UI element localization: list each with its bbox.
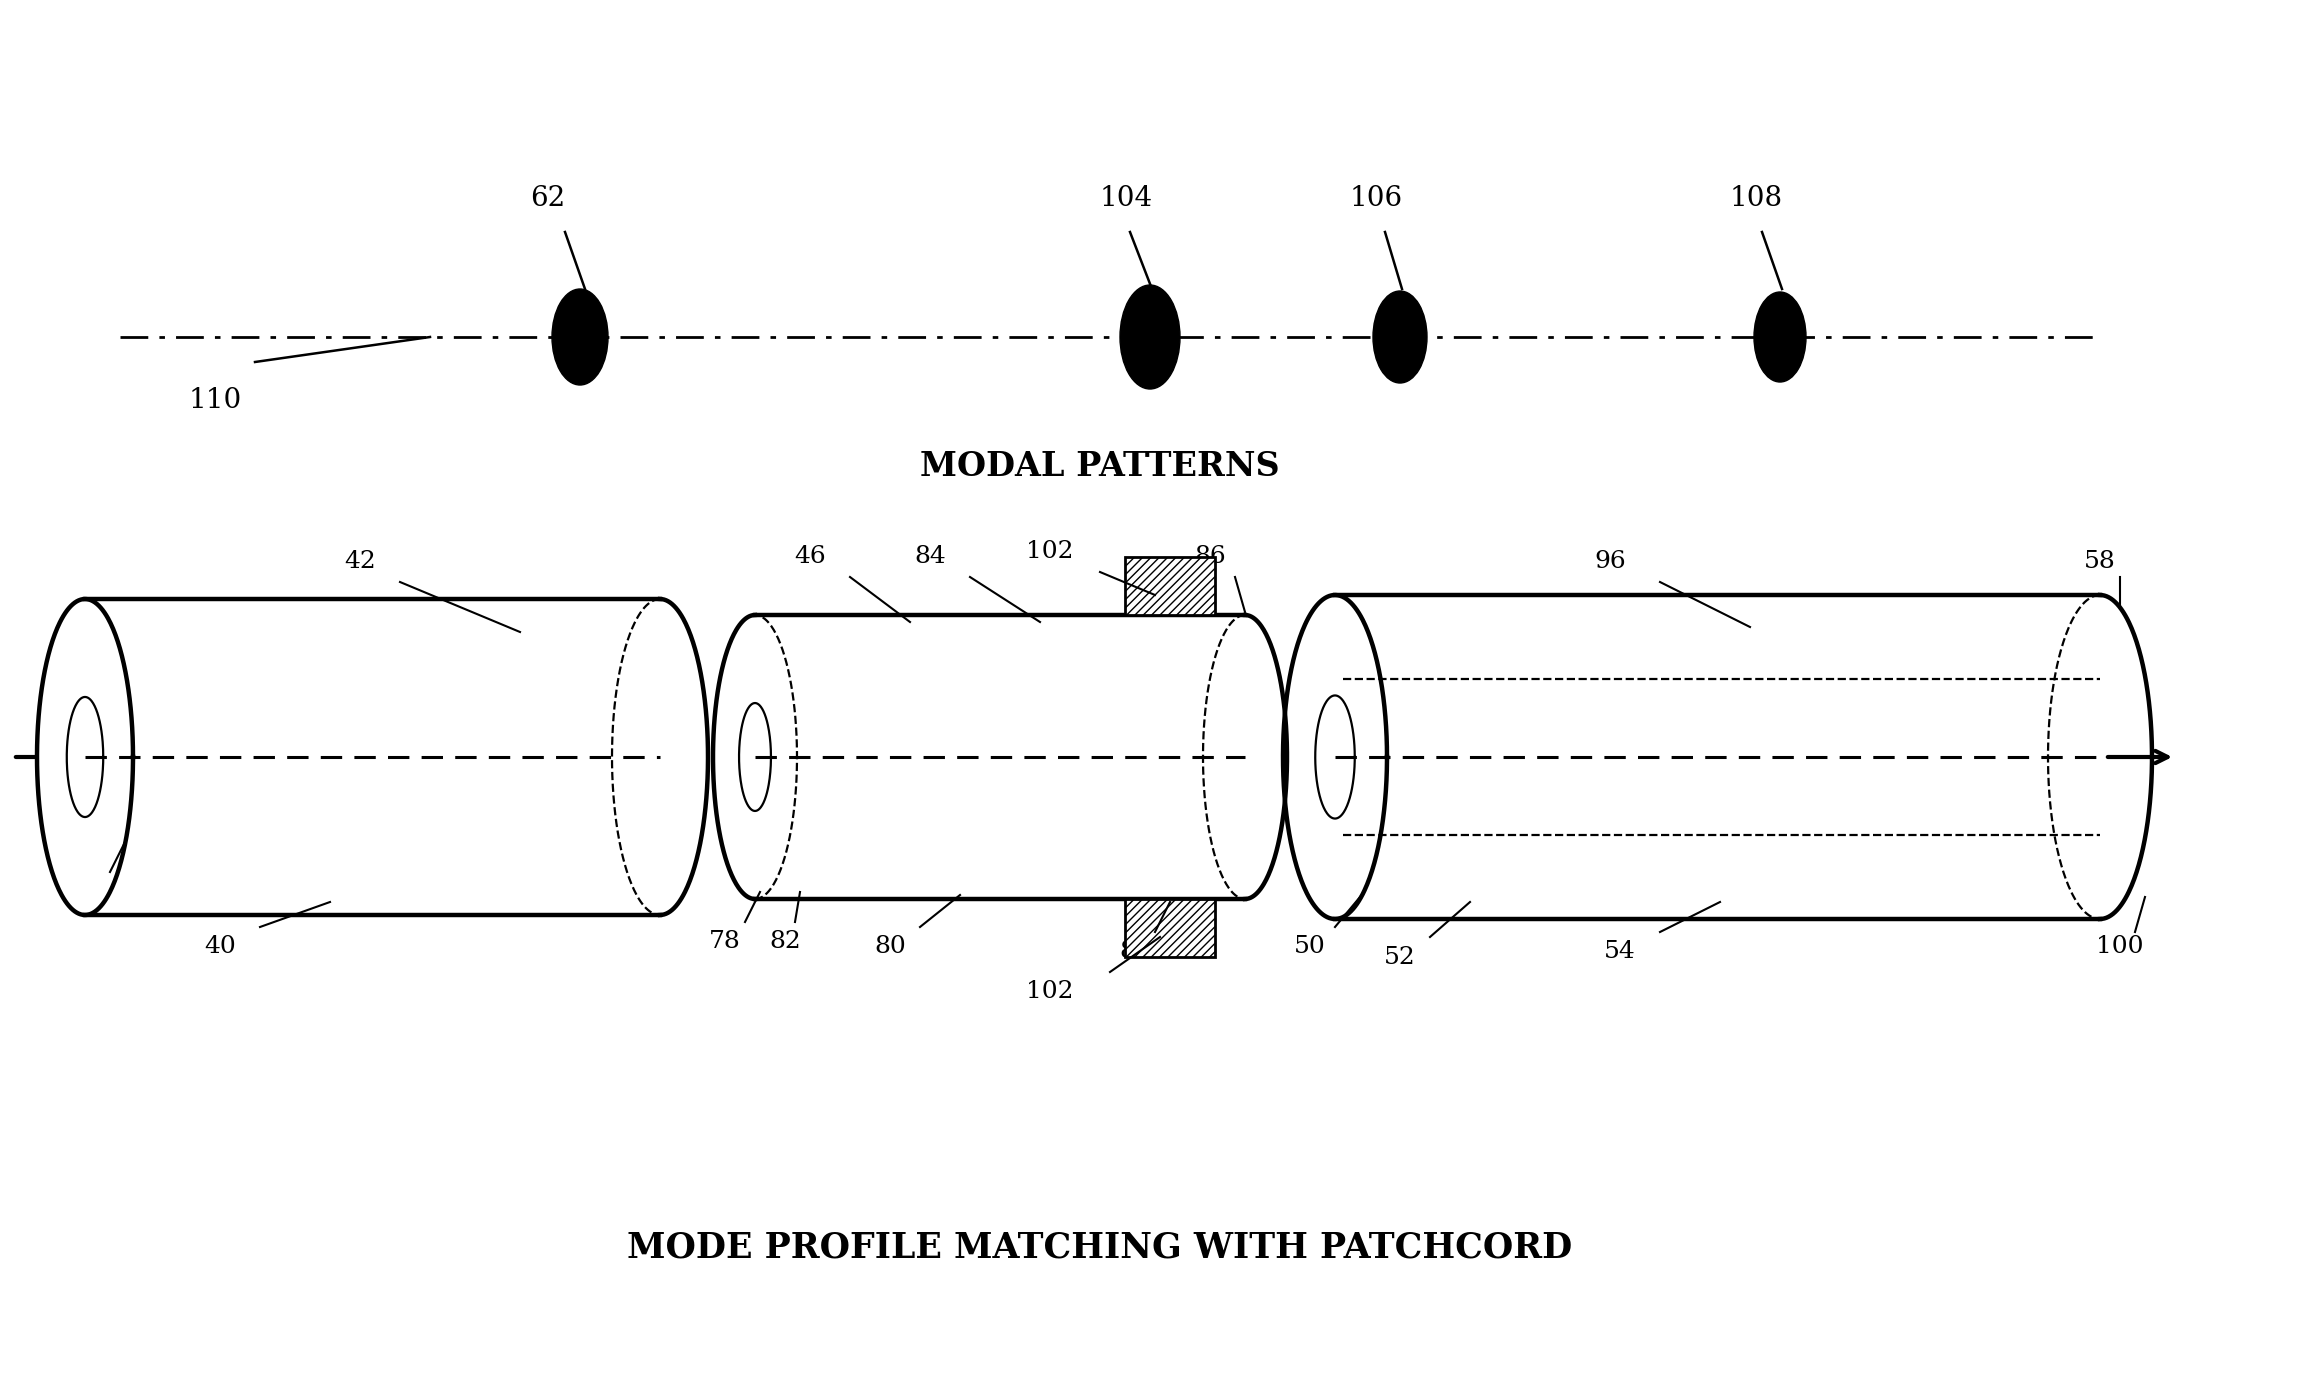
Text: MODAL PATTERNS: MODAL PATTERNS xyxy=(921,451,1280,484)
Ellipse shape xyxy=(552,288,608,386)
Bar xyxy=(1126,899,1215,957)
Text: 84: 84 xyxy=(914,545,946,569)
Text: 42: 42 xyxy=(343,551,375,573)
Text: 54: 54 xyxy=(1604,940,1637,964)
Text: 58: 58 xyxy=(2083,551,2116,573)
Text: 80: 80 xyxy=(875,935,907,958)
Polygon shape xyxy=(1335,595,2099,920)
Ellipse shape xyxy=(1372,291,1427,383)
Text: 62: 62 xyxy=(529,184,566,212)
Text: 82: 82 xyxy=(769,931,801,953)
Text: 96: 96 xyxy=(1593,551,1625,573)
Text: 86: 86 xyxy=(1195,545,1227,569)
Text: 78: 78 xyxy=(709,931,741,953)
Text: 46: 46 xyxy=(794,545,826,569)
Polygon shape xyxy=(1282,595,1388,920)
Ellipse shape xyxy=(1754,293,1807,381)
Text: 102: 102 xyxy=(1027,541,1073,563)
Polygon shape xyxy=(37,599,134,915)
Bar xyxy=(1126,558,1215,614)
Text: 100: 100 xyxy=(2097,935,2143,958)
Text: 104: 104 xyxy=(1100,184,1153,212)
Text: 102: 102 xyxy=(1027,981,1073,1004)
Ellipse shape xyxy=(1121,284,1181,388)
Text: 40: 40 xyxy=(205,935,235,958)
Text: 108: 108 xyxy=(1731,184,1784,212)
Polygon shape xyxy=(755,614,1245,899)
Text: 52: 52 xyxy=(1384,946,1416,968)
Text: 110: 110 xyxy=(189,387,242,413)
Text: 44: 44 xyxy=(74,875,106,899)
Text: 88: 88 xyxy=(1119,940,1151,964)
Text: 106: 106 xyxy=(1349,184,1404,212)
Polygon shape xyxy=(85,599,661,915)
Text: 50: 50 xyxy=(1294,935,1326,958)
Text: MODE PROFILE MATCHING WITH PATCHCORD: MODE PROFILE MATCHING WITH PATCHCORD xyxy=(628,1230,1572,1264)
